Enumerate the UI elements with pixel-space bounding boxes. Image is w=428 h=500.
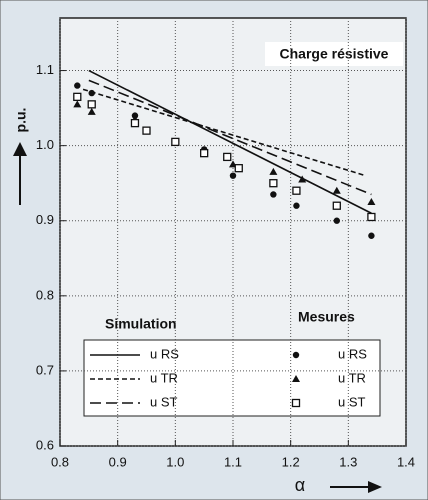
annotation: Simulation xyxy=(105,316,177,332)
point xyxy=(292,186,301,195)
legend-label: u TR xyxy=(150,370,178,385)
x-tick-label: 0.9 xyxy=(109,454,127,469)
point xyxy=(298,175,307,183)
legend-marker xyxy=(291,398,301,408)
point xyxy=(73,92,82,101)
point xyxy=(223,152,232,162)
point xyxy=(293,202,300,209)
y-tick-label: 0.7 xyxy=(36,362,54,377)
legend-label: u RS xyxy=(338,346,367,361)
point xyxy=(229,172,237,179)
point xyxy=(200,149,209,158)
y-tick-label: 0.6 xyxy=(36,437,54,452)
point xyxy=(270,191,277,198)
y-arrow-head xyxy=(13,142,27,156)
chart-title: Charge résistive xyxy=(280,46,389,62)
point xyxy=(367,212,376,222)
line xyxy=(82,88,366,177)
legend-label: u ST xyxy=(338,394,366,409)
x-tick-label: 1.2 xyxy=(282,454,300,469)
point xyxy=(234,164,243,173)
x-axis-label: α xyxy=(295,475,305,495)
x-tick-label: 0.8 xyxy=(51,454,69,469)
legend-marker xyxy=(292,351,300,359)
line xyxy=(88,79,372,196)
point xyxy=(269,167,278,175)
x-tick-label: 1.4 xyxy=(397,454,415,469)
point xyxy=(87,107,96,115)
title-box xyxy=(265,42,403,66)
legend-marker xyxy=(292,375,300,382)
point xyxy=(332,201,341,210)
legend xyxy=(83,339,381,417)
y-tick-label: 1.1 xyxy=(36,62,54,77)
point xyxy=(142,126,151,135)
x-tick-label: 1.0 xyxy=(166,454,184,469)
y-axis-label: p.u. xyxy=(13,108,29,133)
y-tick-label: 0.8 xyxy=(36,287,54,302)
point xyxy=(269,179,278,188)
point xyxy=(73,100,82,108)
y-tick-label: 0.9 xyxy=(36,212,54,227)
legend-label: u ST xyxy=(150,394,178,409)
point xyxy=(368,232,375,239)
x-tick-label: 1.3 xyxy=(339,454,357,469)
annotation: Mesures xyxy=(298,309,355,325)
point xyxy=(171,137,180,147)
point xyxy=(130,118,140,128)
line xyxy=(88,69,372,214)
point xyxy=(74,82,81,89)
point xyxy=(88,89,95,97)
y-tick-label: 1.0 xyxy=(36,137,54,152)
point xyxy=(332,186,341,194)
point xyxy=(87,100,96,109)
point xyxy=(333,217,340,224)
point xyxy=(367,197,376,205)
x-arrow-head xyxy=(368,481,382,493)
legend-label: u TR xyxy=(338,370,366,385)
x-tick-label: 1.1 xyxy=(224,454,242,469)
legend-label: u RS xyxy=(150,346,179,361)
